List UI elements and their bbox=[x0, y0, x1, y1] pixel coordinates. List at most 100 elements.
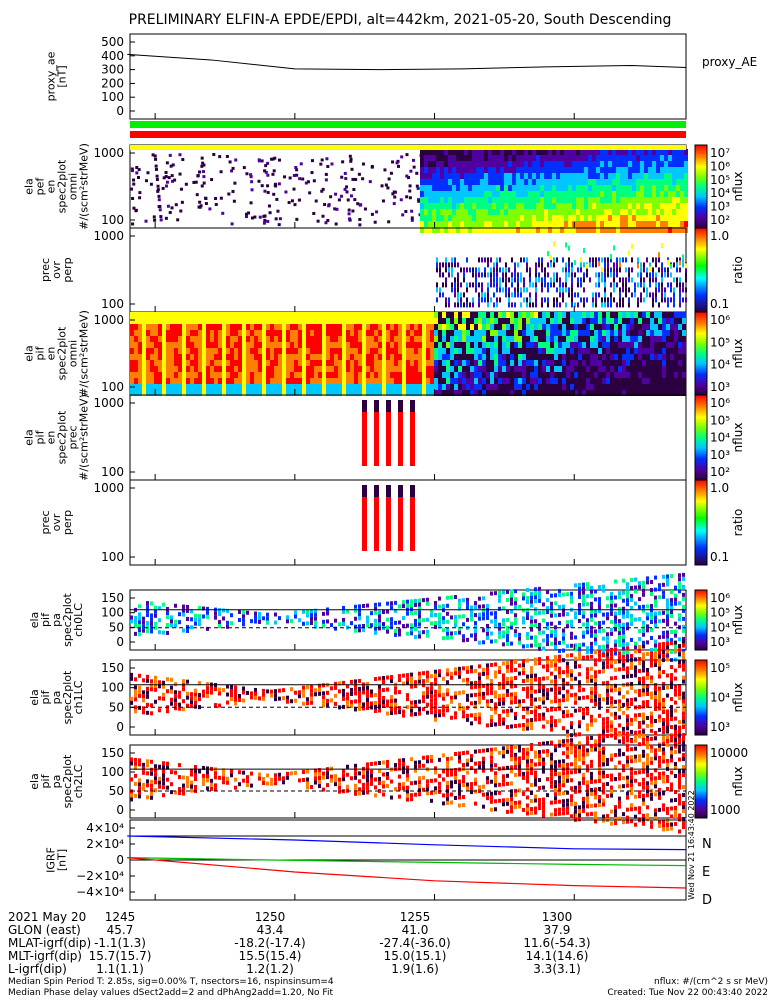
colorbar-epdi_ratio bbox=[695, 480, 707, 565]
colorbar-tick-epdi_prec: 10⁵ bbox=[710, 413, 730, 427]
colorbar-tick-pa0: 10⁴ bbox=[710, 620, 730, 634]
ytick-label-pa0: 0 bbox=[116, 635, 124, 649]
footer-right: nflux: #/(cm^2 s sr MeV) bbox=[654, 977, 768, 987]
spectrogram-epdi_prec bbox=[362, 400, 415, 466]
colorbar-epdi_prec bbox=[695, 395, 707, 480]
ytick-label-pa2: 50 bbox=[109, 784, 124, 798]
ytick-label-pa0: 100 bbox=[101, 606, 124, 620]
colorbar-pa1 bbox=[695, 660, 707, 735]
ytick-label-epdi_omni: 100 bbox=[101, 380, 124, 394]
footer-value: -27.4(-36.0) bbox=[379, 936, 450, 950]
colorbar-tick-epdi_omni: 10⁴ bbox=[710, 358, 730, 372]
colorbar-unit-epdi_omni: nflux bbox=[731, 339, 745, 369]
colorbar-tick-epdi_prec: 10⁴ bbox=[710, 431, 730, 445]
ylabel-epde_omni: #/(scm²strMeV) bbox=[78, 143, 91, 230]
colorbar-tick-epdi_omni: 10⁵ bbox=[710, 335, 730, 349]
ylabel-epdi_prec: #/(scm²strMeV) bbox=[78, 394, 91, 481]
colorbar-tick-pa0: 10⁵ bbox=[710, 606, 730, 620]
footer-value: 1.1(1.1) bbox=[96, 962, 144, 976]
colorbar-tick-pa0: 10³ bbox=[710, 635, 730, 649]
colorbar-tick-epdi_prec: 10⁶ bbox=[710, 396, 730, 410]
colorbar-tick-epdi_omni: 10³ bbox=[710, 380, 730, 394]
ylabel-epdi_omni: #/(scm²strMeV) bbox=[78, 310, 91, 397]
right-label-ae: proxy_AE bbox=[702, 55, 757, 69]
electron-data-bar bbox=[130, 121, 686, 128]
ytick-label-igrf: −4×10⁴ bbox=[76, 885, 124, 899]
ytick-label-epdi_ratio: 1000 bbox=[93, 481, 124, 495]
ytick-label-ae: 0 bbox=[116, 104, 124, 118]
footer-value: 11.6(-54.3) bbox=[523, 936, 590, 950]
colorbar-unit-pa1: nflux bbox=[731, 683, 745, 713]
colorbar-unit-epde_ratio: ratio bbox=[731, 256, 745, 284]
colorbar-tick-epdi_ratio: 1.0 bbox=[710, 481, 729, 495]
ytick-label-ae: 100 bbox=[101, 90, 124, 104]
footer-value: 1300 bbox=[542, 910, 573, 924]
footer-value: 14.1(14.6) bbox=[526, 949, 589, 963]
colorbar-tick-pa1: 10³ bbox=[710, 720, 730, 734]
colorbar-tick-epdi_prec: 10² bbox=[710, 465, 730, 479]
colorbar-pa2 bbox=[695, 745, 707, 818]
colorbar-tick-epde_ratio: 0.1 bbox=[710, 297, 729, 311]
legend-E: E bbox=[702, 865, 710, 880]
footer-value: 15.0(15.1) bbox=[384, 949, 447, 963]
spectrogram-pa0 bbox=[130, 573, 686, 665]
spectrogram-epdi_ratio bbox=[362, 485, 415, 551]
ytick-label-pa1: 100 bbox=[101, 681, 124, 695]
ion-data-bar bbox=[130, 131, 686, 138]
colorbar-tick-pa0: 10⁶ bbox=[710, 591, 730, 605]
spectrogram-epde_ratio bbox=[436, 242, 687, 308]
ylabel-epde_ratio: perp bbox=[61, 257, 74, 282]
footer-value: 43.4 bbox=[257, 923, 284, 937]
ylabel-pa2: ch2LC bbox=[72, 764, 85, 798]
ytick-label-epdi_ratio: 100 bbox=[101, 550, 124, 564]
ytick-label-ae: 400 bbox=[101, 49, 124, 63]
colorbar-epde_omni bbox=[695, 145, 707, 228]
legend-N: N bbox=[702, 837, 712, 852]
ylabel-epdi_ratio: perp bbox=[61, 510, 74, 535]
footer-note: Median Spin Period T: 2.85s, sig=0.00% T… bbox=[8, 977, 334, 987]
chart-title: PRELIMINARY ELFIN-A EPDE/EPDI, alt=442km… bbox=[129, 12, 672, 28]
colorbar-tick-epde_omni: 10⁷ bbox=[710, 146, 730, 160]
ytick-label-pa2: 0 bbox=[116, 803, 124, 817]
ytick-label-ae: 500 bbox=[101, 35, 124, 49]
spectrogram-epde_omni bbox=[130, 145, 688, 233]
panel-frame-pa0 bbox=[130, 590, 686, 650]
ytick-label-epdi_prec: 1000 bbox=[93, 396, 124, 410]
colorbar-tick-epdi_prec: 10³ bbox=[710, 448, 730, 462]
footer-value: 37.9 bbox=[544, 923, 571, 937]
panel-frame-ae bbox=[130, 34, 686, 119]
ytick-label-igrf: 0 bbox=[116, 853, 124, 867]
ytick-label-pa2: 150 bbox=[101, 746, 124, 760]
footer-value: 1.2(1.2) bbox=[246, 962, 294, 976]
colorbar-pa0 bbox=[695, 590, 707, 650]
colorbar-unit-epde_omni: nflux bbox=[731, 172, 745, 202]
ytick-label-epde_omni: 100 bbox=[101, 213, 124, 227]
footer-value: -1.1(1.3) bbox=[94, 936, 146, 950]
footer-value: -18.2(-17.4) bbox=[234, 936, 305, 950]
footer-label: GLON (east) bbox=[8, 923, 81, 937]
ytick-label-igrf: 2×10⁴ bbox=[86, 837, 124, 851]
footer-right: Created: Tue Nov 22 00:43:40 2022 bbox=[607, 988, 768, 998]
footer-value: 1.9(1.6) bbox=[391, 962, 439, 976]
footer-label: MLT-igrf(dip) bbox=[8, 949, 82, 963]
ytick-label-epde_ratio: 1000 bbox=[93, 229, 124, 243]
igrf-line-N bbox=[127, 836, 686, 850]
ylabel-igrf: [nT] bbox=[56, 849, 69, 871]
colorbar-tick-epdi_omni: 10⁶ bbox=[710, 313, 730, 327]
ytick-label-pa0: 50 bbox=[109, 620, 124, 634]
footer-value: 15.7(15.7) bbox=[89, 949, 152, 963]
ytick-label-epde_ratio: 100 bbox=[101, 297, 124, 311]
colorbar-tick-epde_omni: 10⁶ bbox=[710, 159, 730, 173]
colorbar-tick-epde_omni: 10⁴ bbox=[710, 186, 730, 200]
ytick-label-pa1: 150 bbox=[101, 661, 124, 675]
ylabel-pa0: ch0LC bbox=[72, 603, 85, 637]
ytick-label-epdi_prec: 100 bbox=[101, 465, 124, 479]
colorbar-unit-pa2: nflux bbox=[731, 767, 745, 797]
ytick-label-pa1: 50 bbox=[109, 700, 124, 714]
footer-label: MLAT-igrf(dip) bbox=[8, 936, 91, 950]
ytick-label-pa0: 150 bbox=[101, 591, 124, 605]
colorbar-tick-epde_omni: 10³ bbox=[710, 200, 730, 214]
